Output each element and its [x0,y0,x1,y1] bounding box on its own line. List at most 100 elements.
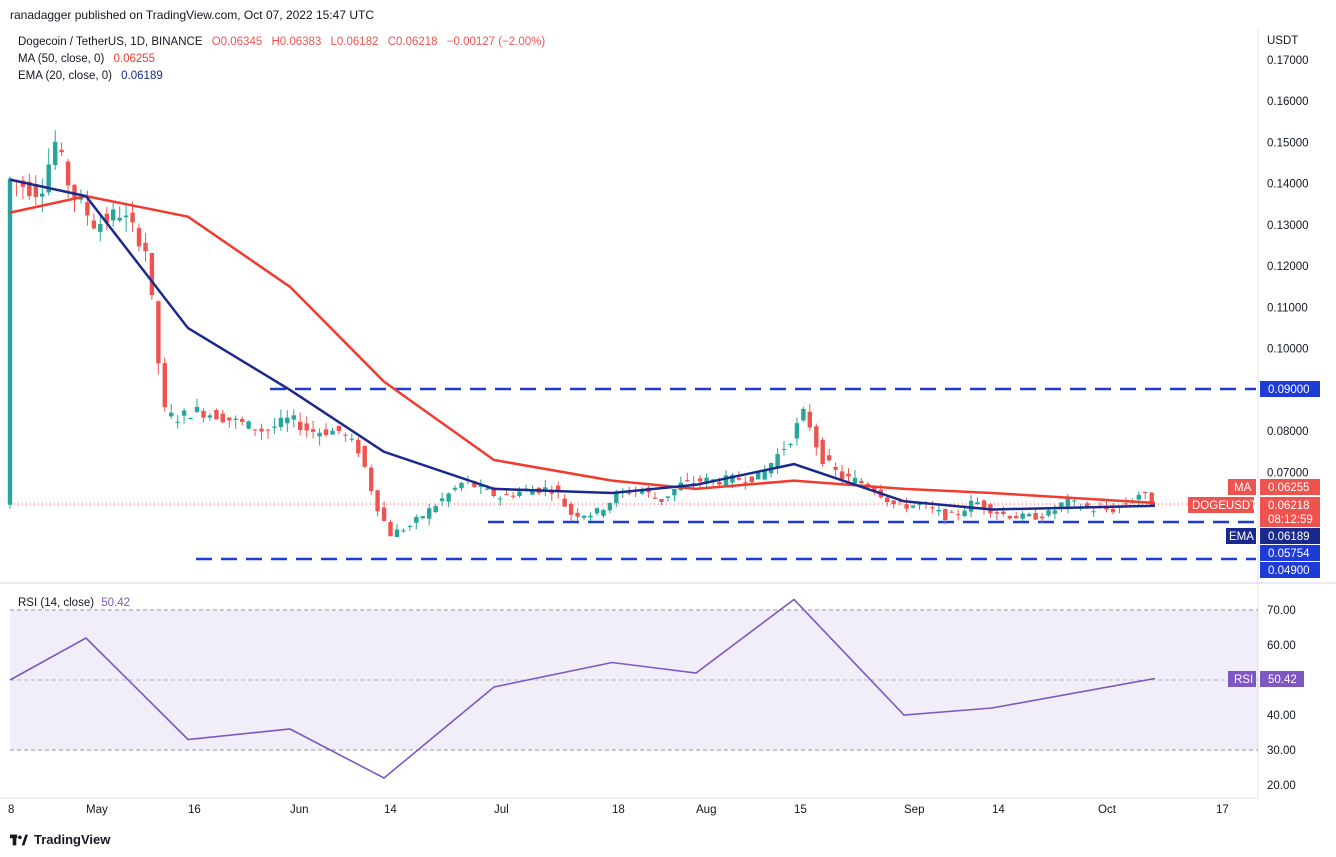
candle-body [207,415,213,418]
publisher-line: ranadagger published on TradingView.com,… [10,8,375,22]
candle-body [149,253,155,296]
candle-body [614,493,619,504]
candle-body [394,529,400,537]
candle-body [407,526,413,528]
candle-body [388,522,393,537]
candle-body [188,418,193,420]
candle-body [278,417,284,427]
candle-body [349,438,354,440]
time-tick-label: 15 [794,804,807,816]
candle-body [762,470,767,480]
ohlc-high: H0.06383 [271,36,322,48]
rsi-tag-value: 50.42 [1268,674,1297,686]
candle-body [543,487,548,490]
level-9000-box [1260,381,1320,397]
candle-body [794,423,800,439]
candle-body [975,502,980,505]
candle-body [194,406,200,412]
ohlc-low: L0.06182 [330,36,379,48]
rsi-legend: RSI (14, close) 50.42 [18,597,130,609]
time-tick-label: Oct [1098,804,1117,816]
candle-body [781,449,787,450]
candle-body [369,467,374,492]
rsi-tick-label: 30.00 [1267,745,1296,757]
candle-body [162,363,167,408]
candle-body [730,474,735,483]
candle-body [136,228,142,247]
candle-body [317,432,322,437]
candle-body [491,488,496,496]
candle-body [117,217,122,221]
candle-body [530,489,535,495]
symbol-legend: Dogecoin / TetherUS, 1D, BINANCE O0.0634… [18,36,551,48]
candle-body [833,466,838,470]
candle-body [1065,498,1070,507]
price-tick-label: 0.08000 [1267,426,1309,438]
price-tag-value: 0.06218 [1268,500,1310,512]
candle-body [627,492,632,494]
candle-body [917,504,922,505]
candle-body [549,492,554,494]
candle-body [285,417,290,424]
level-9000-value: 0.09000 [1268,384,1310,396]
price-tick-label: 0.11000 [1267,302,1308,314]
candle-body [201,411,206,418]
candle-body [885,497,890,503]
candle-body [1014,516,1019,519]
ema-value-box [1260,528,1320,544]
candle-body [259,428,264,432]
ma-tag-label: MA [1234,482,1252,494]
candle-body [375,490,380,512]
price-tick-label: 0.13000 [1267,220,1309,232]
candle-body [775,454,780,468]
level-5754-value: 0.05754 [1268,548,1310,560]
candle-body [227,417,232,421]
candle-body [420,516,425,519]
candle-body [807,411,812,428]
rsi-tag-box [1228,671,1256,687]
candle-body [72,184,77,198]
candle-body [240,418,245,422]
candle-body [652,497,658,499]
candle-body [59,149,64,153]
candle-body [504,494,509,496]
candle-body [343,434,348,436]
ema-tag-label: EMA [1229,531,1254,543]
candle-body [111,209,116,221]
candle-body [98,224,103,232]
ohlc-close: C0.06218 [387,36,438,48]
candle-body [517,491,522,496]
candle-body [1026,513,1032,516]
rsi-tag-label: RSI [1234,674,1253,686]
time-tick-label: May [86,804,108,816]
candle-body [827,455,832,461]
candle-body [846,473,851,477]
price-axis: USDT 0.17000 0.16000 0.15000 0.14000 0.13000… [1267,35,1309,479]
candle-body [310,429,316,432]
candle-body [749,476,754,483]
candle-body [485,488,490,490]
candle-body [472,481,477,487]
candle-body [27,181,32,197]
price-tag-box [1188,497,1254,513]
time-tick-label: 14 [384,804,397,816]
rsi-tick-label: 40.00 [1267,710,1296,722]
candle-body [994,512,1000,514]
price-tick-label: 0.17000 [1267,55,1309,67]
time-tick-label: Jul [494,804,509,816]
candle-body [1001,511,1006,514]
ema-tag-value: 0.06189 [1268,531,1310,543]
price-axis-unit: USDT [1267,35,1298,47]
candle-body [33,184,38,197]
candle-body [356,439,361,454]
candle-body [381,507,387,521]
candle-body [581,515,587,518]
price-tick-label: 0.14000 [1267,179,1309,191]
candle-body [968,500,974,512]
price-tag-label: DOGEUSDT [1192,500,1257,512]
rsi-value-box [1260,671,1304,687]
time-axis: 8 May 16 Jun 14 Jul 18 Aug 15 Sep 14 Oct 17 [8,804,1229,816]
candle-body [820,439,825,464]
ema20-line [9,178,1156,511]
